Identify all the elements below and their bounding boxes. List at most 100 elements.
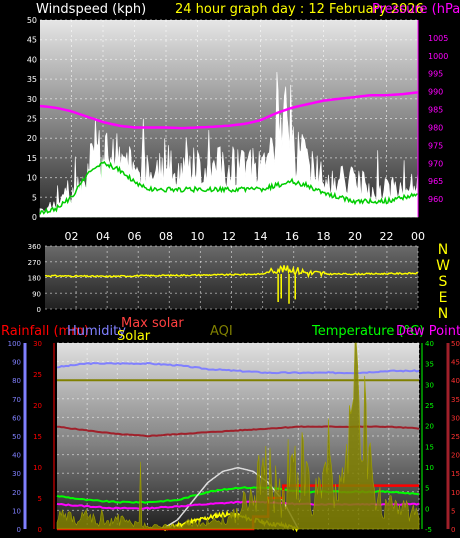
time-tick-label: 22 (380, 230, 394, 243)
multi-y-axes: 0102030405060708090100051015202530-50510… (8, 340, 460, 534)
rain-tick-label: 15 (33, 433, 42, 441)
temp-tick-label: 35 (425, 361, 434, 369)
rain-tick-label: 20 (33, 402, 42, 410)
humidity-tick-label: 30 (12, 470, 21, 478)
humidity-tick-label: 70 (12, 396, 21, 404)
aqi-label: AQI (210, 324, 233, 339)
aqi-area (56, 342, 420, 530)
aqi-tick-label: 10 (451, 489, 460, 497)
wind-tick-label: 25 (27, 115, 37, 124)
wind-tick-label: 30 (27, 95, 37, 104)
temp-tick-label: 0 (425, 505, 429, 513)
aqi-tick-label: 50 (451, 340, 460, 348)
time-tick-label: 10 (191, 230, 205, 243)
humidity-tick-label: 40 (12, 452, 21, 460)
time-tick-label: 20 (348, 230, 362, 243)
humidity-tick-label: 0 (17, 526, 21, 534)
pressure-axis-label: Pressure (hPa) (372, 2, 460, 17)
humidity-line (56, 361, 420, 375)
wind-tick-label: 35 (27, 75, 37, 84)
wind-tick-label: 40 (27, 55, 37, 64)
time-tick-label: 12 (222, 230, 236, 243)
pressure-series (39, 91, 419, 130)
pressure-tick-label: 975 (428, 141, 443, 150)
chart-title: 24 hour graph day : 12 February 2026 (175, 2, 424, 17)
rainfall-label: Rainfall (mm) (1, 324, 89, 339)
wind-tick-label: 20 (27, 134, 37, 143)
wind-y-axis-ticks: 0 5 10 15 20 25 30 35 40 45 50 (27, 16, 37, 222)
dir-tick-label: 90 (32, 290, 41, 298)
temp-tick-label: 25 (425, 402, 434, 410)
multi-sensor-chart: 0102030405060708090100051015202530-50510… (1, 316, 460, 534)
rain-tick-label: 5 (38, 495, 42, 503)
pressure-tick-label: 995 (428, 70, 443, 79)
pressure-y-axis-ticks: 960 965 970 975 980 985 990 995 1000 1005 (428, 34, 448, 204)
dewpoint-label: Dew Point (396, 324, 460, 339)
humidity-tick-label: 80 (12, 377, 21, 385)
pressure-tick-label: 1000 (428, 52, 448, 61)
compass-label: N (438, 242, 448, 258)
time-tick-label: 14 (254, 230, 268, 243)
time-tick-label: 00 (411, 230, 425, 243)
solar-label: Solar (117, 329, 151, 344)
humidity-tick-label: 20 (12, 489, 21, 497)
pressure-tick-label: 1005 (428, 34, 448, 43)
aqi-tick-label: 0 (451, 526, 455, 534)
time-tick-label: 04 (96, 230, 110, 243)
direction-y-axis-ticks: 0 90 180 270 360 (28, 243, 41, 314)
dir-tick-label: 180 (28, 275, 41, 283)
wind-tick-label: 50 (27, 16, 37, 25)
wind-tick-label: 45 (27, 36, 37, 45)
direction-grid (45, 245, 419, 310)
aqi-tick-label: 5 (451, 507, 455, 515)
aqi-tick-label: 25 (451, 433, 460, 441)
humidity-tick-label: 50 (12, 433, 21, 441)
pressure-tick-label: 970 (428, 159, 443, 168)
aqi-tick-label: 15 (451, 470, 460, 478)
aqi-tick-label: 30 (451, 414, 460, 422)
temperature-label: Temperature (°C) (311, 324, 424, 339)
humidity-tick-label: 90 (12, 359, 21, 367)
dir-tick-label: 270 (28, 259, 41, 267)
pressure-tick-label: 990 (428, 88, 443, 97)
aqi-tick-label: 35 (451, 396, 460, 404)
compass-label: S (439, 274, 448, 290)
rain-tick-label: 10 (33, 464, 42, 472)
wind-direction-series (44, 264, 419, 304)
aqi-tick-label: 20 (451, 452, 460, 460)
aqi-tick-label: 40 (451, 377, 460, 385)
humidity-tick-label: 60 (12, 414, 21, 422)
temp-tick-label: 40 (425, 340, 434, 348)
time-tick-label: 08 (159, 230, 173, 243)
time-tick-label: 02 (65, 230, 79, 243)
humidity-tick-label: 100 (8, 340, 21, 348)
multi-series (56, 342, 420, 533)
max-solar-label: Max solar (121, 316, 184, 331)
temp-tick-label: 20 (425, 423, 434, 431)
temp-tick-label: 5 (425, 485, 429, 493)
wind-tick-label: 15 (27, 154, 37, 163)
pressure-tick-label: 965 (428, 177, 443, 186)
dir-tick-label: 0 (37, 306, 41, 314)
temp-tick-label: 10 (425, 464, 434, 472)
wind-tick-label: 5 (32, 193, 37, 202)
time-tick-label: 18 (317, 230, 331, 243)
pressure-tick-label: 980 (428, 123, 443, 132)
time-tick-label: 06 (128, 230, 142, 243)
temp-tick-label: 30 (425, 381, 434, 389)
time-tick-label: 16 (285, 230, 299, 243)
avg-line (39, 160, 419, 215)
wind-tick-label: 0 (32, 213, 37, 222)
humidity-label: Humidity (67, 324, 126, 339)
compass-label: N (438, 306, 448, 322)
wind-avg-series (39, 160, 419, 215)
rain-tick-label: 25 (33, 371, 42, 379)
compass-label: E (439, 290, 448, 306)
compass-label: W (436, 258, 450, 274)
humidity-tick-label: 10 (12, 507, 21, 515)
wind-tick-label: 10 (27, 174, 37, 183)
